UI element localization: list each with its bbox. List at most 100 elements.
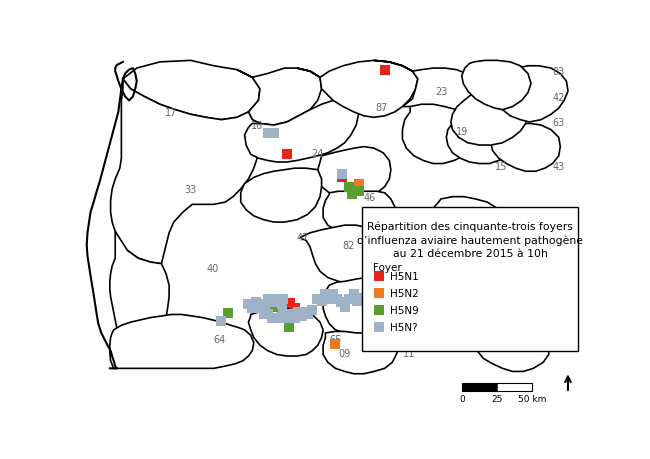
Point: [320, 291, 331, 298]
Point: [223, 309, 233, 317]
Point: [354, 180, 364, 188]
Text: 23: 23: [436, 87, 448, 97]
Text: 17: 17: [165, 108, 177, 118]
Point: [337, 170, 347, 178]
Polygon shape: [300, 226, 391, 284]
Point: [265, 299, 275, 306]
Point: [259, 311, 269, 319]
Point: [374, 324, 385, 331]
Text: 47: 47: [296, 233, 309, 243]
Polygon shape: [428, 197, 508, 255]
Text: Répartition des cinquante-trois foyers: Répartition des cinquante-trois foyers: [367, 221, 573, 231]
Text: H5N?: H5N?: [390, 322, 418, 332]
Point: [285, 300, 295, 307]
Polygon shape: [447, 115, 518, 164]
Point: [293, 309, 304, 316]
Polygon shape: [451, 90, 528, 146]
Text: H5N9: H5N9: [390, 305, 419, 315]
Text: Foyer: Foyer: [373, 263, 402, 273]
Polygon shape: [318, 147, 391, 200]
Polygon shape: [502, 240, 572, 284]
Text: 87: 87: [376, 102, 388, 112]
Polygon shape: [240, 169, 322, 223]
Text: 03: 03: [552, 67, 565, 77]
Text: 12: 12: [454, 212, 466, 221]
Point: [289, 314, 300, 321]
Point: [270, 314, 281, 321]
Point: [263, 130, 273, 137]
Text: 64: 64: [214, 334, 226, 344]
Polygon shape: [476, 284, 545, 330]
Point: [354, 188, 364, 196]
Polygon shape: [248, 308, 323, 356]
Point: [254, 305, 264, 312]
Point: [272, 296, 283, 303]
Point: [243, 301, 254, 308]
Point: [344, 184, 354, 191]
Text: 0: 0: [460, 394, 465, 403]
Point: [251, 299, 261, 306]
Point: [260, 305, 270, 312]
Point: [278, 311, 289, 319]
Point: [300, 309, 310, 316]
Point: [281, 151, 292, 159]
Point: [312, 296, 322, 303]
Point: [343, 296, 354, 303]
Text: H5N1: H5N1: [390, 271, 419, 281]
Bar: [497, 383, 532, 391]
Bar: [463, 383, 532, 391]
Polygon shape: [123, 61, 260, 120]
Polygon shape: [237, 69, 322, 126]
Point: [330, 340, 341, 347]
Polygon shape: [323, 278, 402, 336]
Text: 24: 24: [311, 148, 324, 158]
Point: [380, 67, 390, 74]
Text: 19: 19: [456, 127, 468, 137]
Point: [278, 296, 289, 303]
Point: [374, 273, 385, 280]
Point: [276, 301, 287, 308]
Point: [289, 305, 300, 312]
Point: [337, 174, 347, 182]
Polygon shape: [420, 249, 497, 299]
Polygon shape: [462, 61, 531, 111]
Point: [256, 301, 266, 308]
Text: 46: 46: [363, 192, 376, 202]
Point: [328, 291, 339, 298]
Polygon shape: [323, 192, 395, 235]
Polygon shape: [495, 67, 568, 123]
Polygon shape: [111, 80, 260, 264]
Point: [307, 307, 318, 314]
Point: [276, 307, 287, 314]
Text: 65: 65: [330, 334, 342, 344]
Text: 50 km: 50 km: [517, 394, 546, 403]
Polygon shape: [402, 105, 477, 164]
Point: [347, 191, 358, 199]
Text: 81: 81: [431, 282, 443, 292]
Point: [332, 296, 342, 303]
Text: 43: 43: [552, 162, 565, 172]
Point: [339, 303, 350, 311]
Text: H5N2: H5N2: [390, 288, 419, 298]
Point: [317, 297, 327, 305]
Text: 82: 82: [343, 241, 355, 251]
Point: [348, 291, 359, 298]
Point: [284, 324, 294, 331]
Text: 15: 15: [495, 162, 507, 172]
Text: 31: 31: [368, 292, 380, 302]
Point: [268, 130, 279, 137]
Text: 42: 42: [552, 92, 565, 102]
Text: 30: 30: [531, 246, 543, 256]
Point: [297, 313, 307, 320]
Point: [274, 301, 285, 308]
Text: 09: 09: [339, 348, 351, 358]
Point: [304, 311, 314, 319]
Text: 32: 32: [410, 269, 422, 279]
Text: 25: 25: [491, 394, 503, 403]
Point: [266, 314, 277, 321]
Text: 63: 63: [552, 118, 565, 128]
Point: [374, 290, 385, 297]
Polygon shape: [244, 100, 359, 162]
Polygon shape: [110, 315, 254, 369]
Polygon shape: [297, 61, 418, 118]
